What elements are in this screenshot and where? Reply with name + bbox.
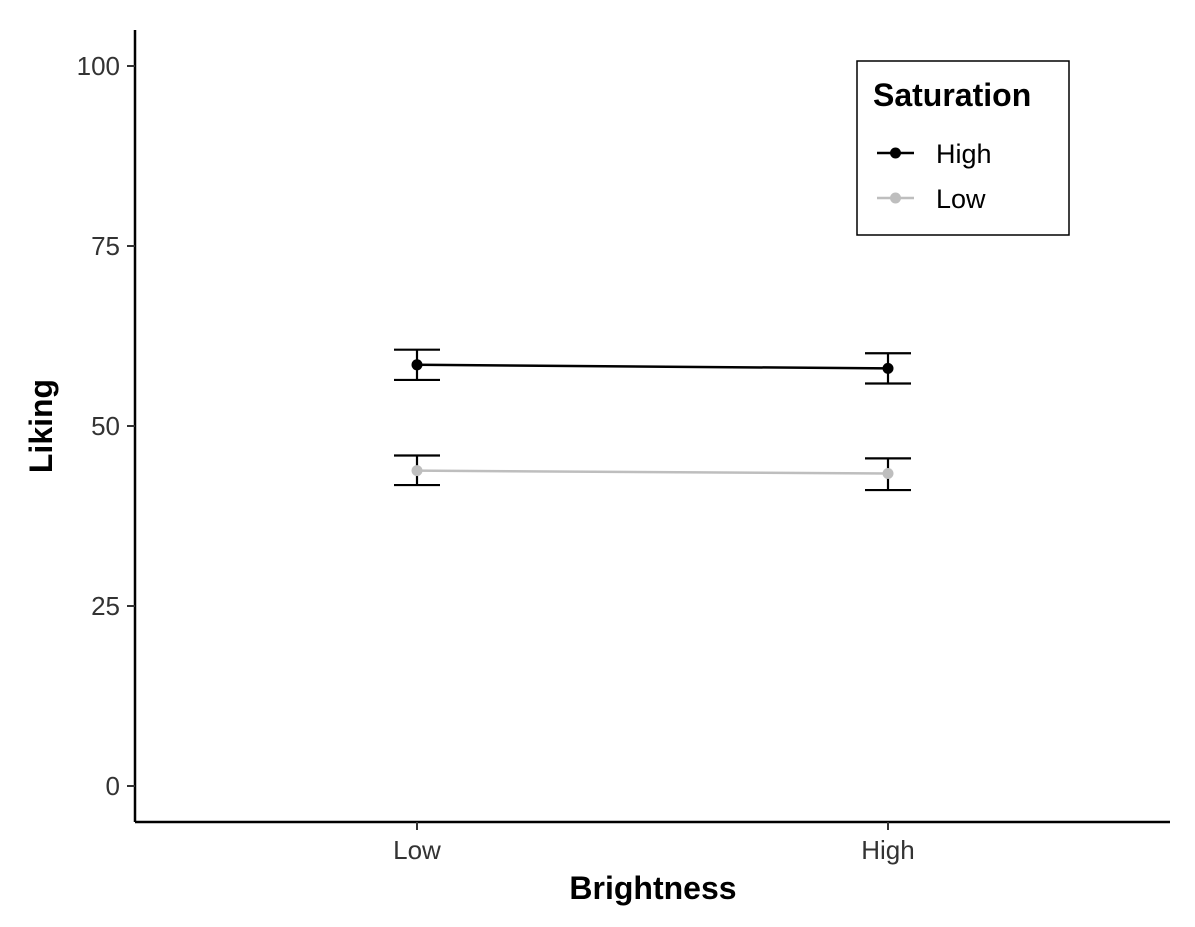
y-axis-title: Liking xyxy=(23,379,59,473)
legend: Saturation High Low xyxy=(856,60,1070,236)
x-axis-title: Brightness xyxy=(569,870,736,906)
series-lines xyxy=(416,363,889,475)
y-tick-label: 100 xyxy=(77,51,120,81)
data-point-low xyxy=(411,465,423,477)
x-tick-label: High xyxy=(861,835,914,865)
y-tick-label: 50 xyxy=(91,411,120,441)
error-bars xyxy=(394,348,911,492)
y-tick-label: 25 xyxy=(91,591,120,621)
data-point-low xyxy=(882,468,894,480)
data-point-high xyxy=(882,362,894,374)
legend-key-point xyxy=(890,147,901,159)
y-tick-label: 75 xyxy=(91,231,120,261)
tick-group: 0 25 50 75 100 Low High xyxy=(77,51,915,865)
series-line-high xyxy=(416,363,889,370)
legend-box xyxy=(856,60,1070,236)
legend-title: Saturation xyxy=(873,77,1031,113)
legend-label: High xyxy=(936,139,992,169)
data-point-high xyxy=(411,359,423,371)
legend-key-point xyxy=(890,192,901,204)
series-line-low xyxy=(416,469,889,475)
data-points xyxy=(411,359,894,480)
x-tick-label: Low xyxy=(393,835,441,865)
y-tick-label: 0 xyxy=(106,771,120,801)
legend-label: Low xyxy=(936,184,986,214)
legend-items: High Low xyxy=(877,139,992,214)
